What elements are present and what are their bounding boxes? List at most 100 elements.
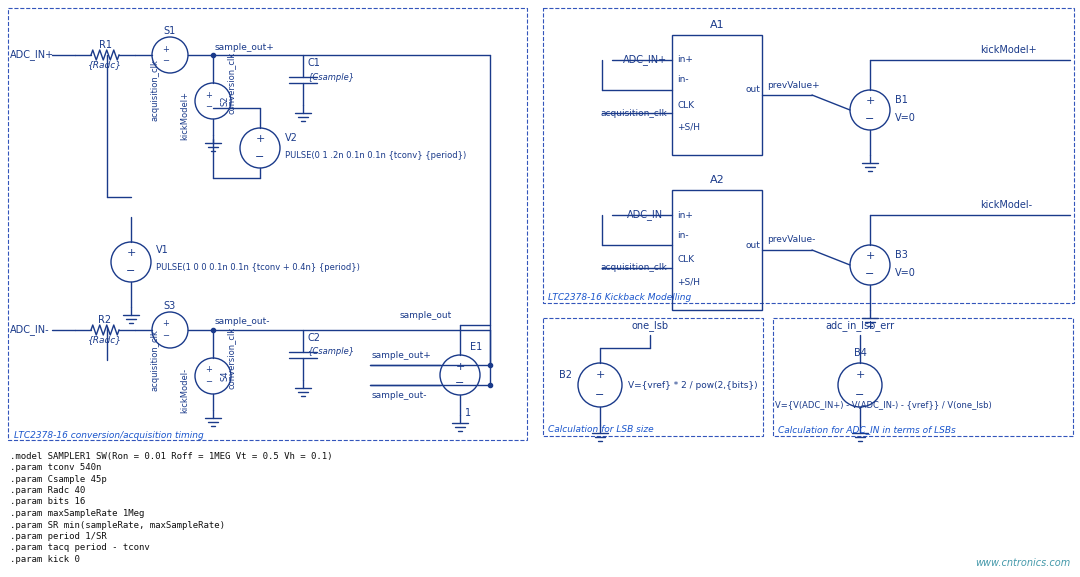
Text: PULSE(0 1 .2n 0.1n 0.1n {tconv} {period}): PULSE(0 1 .2n 0.1n 0.1n {tconv} {period}…: [285, 152, 467, 160]
Text: acquisition_clk: acquisition_clk: [150, 329, 160, 391]
Text: −: −: [456, 378, 464, 388]
Text: V1: V1: [156, 245, 168, 255]
Text: {Radc}: {Radc}: [87, 61, 122, 69]
Text: −: −: [595, 390, 605, 400]
Bar: [672, 35, 762, 155]
Text: V={V(ADC_IN+) - V(ADC_IN-) - {vref}} / V(one_lsb): V={V(ADC_IN+) - V(ADC_IN-) - {vref}} / V…: [775, 400, 991, 409]
Text: +: +: [456, 362, 464, 372]
Text: in+: in+: [677, 55, 693, 65]
Text: −: −: [855, 390, 865, 400]
Text: acquisition_clk: acquisition_clk: [600, 108, 667, 118]
Text: +: +: [855, 370, 865, 380]
Bar: [543, 8, 1074, 303]
Bar: [773, 318, 1074, 436]
Text: +: +: [255, 134, 265, 144]
Text: .param Csample 45p: .param Csample 45p: [10, 474, 107, 484]
Text: −: −: [255, 152, 265, 162]
Text: V=0: V=0: [895, 113, 916, 123]
Text: V2: V2: [285, 133, 298, 143]
Text: A2: A2: [710, 175, 725, 185]
Text: .param maxSampleRate 1Meg: .param maxSampleRate 1Meg: [10, 509, 145, 518]
Text: CLK: CLK: [677, 256, 694, 264]
Text: B1: B1: [895, 95, 908, 105]
Text: −: −: [162, 332, 170, 340]
Text: www.cntronics.com: www.cntronics.com: [975, 558, 1070, 568]
Text: S3: S3: [164, 301, 176, 311]
Text: out: out: [745, 85, 760, 95]
Text: S4: S4: [221, 371, 230, 381]
Text: prevValue-: prevValue-: [767, 235, 815, 245]
Text: sample_out+: sample_out+: [215, 43, 274, 51]
Text: out: out: [745, 241, 760, 249]
Text: kickModel-: kickModel-: [180, 368, 189, 413]
Text: kickModel+: kickModel+: [980, 45, 1037, 55]
Text: E1: E1: [470, 342, 483, 352]
Text: −: −: [865, 269, 875, 279]
Text: LTC2378-16 Kickback Modelling: LTC2378-16 Kickback Modelling: [548, 293, 691, 302]
Text: +: +: [126, 248, 136, 258]
Text: .param tconv 540n: .param tconv 540n: [10, 463, 102, 472]
Text: +S/H: +S/H: [677, 278, 700, 287]
Text: kickModel-: kickModel-: [980, 200, 1032, 210]
Text: +: +: [865, 96, 875, 106]
Bar: [8, 8, 527, 440]
Text: in+: in+: [677, 211, 693, 219]
Text: .param period 1/SR: .param period 1/SR: [10, 532, 107, 541]
Text: V=0: V=0: [895, 268, 916, 278]
Text: sample_out-: sample_out-: [215, 317, 270, 327]
Text: PULSE(1 0 0 0.1n 0.1n {tconv + 0.4n} {period}): PULSE(1 0 0 0.1n 0.1n {tconv + 0.4n} {pe…: [156, 264, 360, 272]
Text: −: −: [205, 103, 213, 111]
Text: S1: S1: [164, 26, 176, 36]
Bar: [672, 190, 762, 310]
Text: CLK: CLK: [677, 100, 694, 110]
Text: .param Radc 40: .param Radc 40: [10, 486, 85, 495]
Text: C2: C2: [308, 333, 321, 343]
Text: adc_in_lsb_err: adc_in_lsb_err: [825, 321, 894, 331]
Text: +S/H: +S/H: [677, 122, 700, 132]
Text: S2: S2: [221, 96, 230, 106]
Text: ADC_IN+: ADC_IN+: [10, 50, 54, 61]
Text: −: −: [865, 114, 875, 124]
Text: V={vref} * 2 / pow(2,{bits}): V={vref} * 2 / pow(2,{bits}): [627, 380, 758, 389]
Text: {Radc}: {Radc}: [87, 335, 122, 344]
Text: sample_out-: sample_out-: [372, 391, 428, 399]
Text: LTC2378-16 conversion/acquisition timing: LTC2378-16 conversion/acquisition timing: [14, 432, 204, 440]
Text: in-: in-: [677, 76, 689, 84]
Text: B4: B4: [853, 348, 866, 358]
Text: in-: in-: [677, 230, 689, 239]
Text: sample_out+: sample_out+: [372, 350, 432, 359]
Text: ADC_IN-: ADC_IN-: [627, 209, 667, 220]
Text: ADC_IN+: ADC_IN+: [623, 55, 667, 65]
Text: one_lsb: one_lsb: [632, 321, 669, 331]
Text: .param tacq period - tconv: .param tacq period - tconv: [10, 544, 150, 553]
Text: +: +: [595, 370, 605, 380]
Text: conversion_clk: conversion_clk: [227, 327, 237, 389]
Text: .param bits 16: .param bits 16: [10, 497, 85, 507]
Text: {Csample}: {Csample}: [308, 73, 355, 81]
Text: A1: A1: [710, 20, 725, 30]
Text: +: +: [205, 91, 213, 99]
Text: R1: R1: [98, 40, 111, 50]
Text: B2: B2: [559, 370, 572, 380]
Text: +: +: [205, 365, 213, 374]
Text: .model SAMPLER1 SW(Ron = 0.01 Roff = 1MEG Vt = 0.5 Vh = 0.1): .model SAMPLER1 SW(Ron = 0.01 Roff = 1ME…: [10, 451, 333, 460]
Text: Calculation for ADC_IN in terms of LSBs: Calculation for ADC_IN in terms of LSBs: [778, 425, 956, 434]
Text: acquisition_clk: acquisition_clk: [600, 264, 667, 272]
Text: sample_out: sample_out: [400, 310, 453, 320]
Text: −: −: [162, 57, 170, 66]
Text: prevValue+: prevValue+: [767, 81, 820, 89]
Bar: [543, 318, 762, 436]
Text: {Csample}: {Csample}: [308, 347, 355, 357]
Text: 1: 1: [465, 408, 471, 418]
Text: B3: B3: [895, 250, 908, 260]
Text: Calculation for LSB size: Calculation for LSB size: [548, 425, 653, 434]
Text: C1: C1: [308, 58, 321, 68]
Text: −: −: [205, 377, 213, 387]
Text: −: −: [126, 266, 136, 276]
Text: acquisition_clk: acquisition_clk: [150, 59, 160, 121]
Text: +: +: [865, 251, 875, 261]
Text: .param SR min(sampleRate, maxSampleRate): .param SR min(sampleRate, maxSampleRate): [10, 520, 225, 530]
Text: +: +: [163, 320, 170, 328]
Text: .param kick 0: .param kick 0: [10, 555, 80, 564]
Text: +: +: [163, 44, 170, 54]
